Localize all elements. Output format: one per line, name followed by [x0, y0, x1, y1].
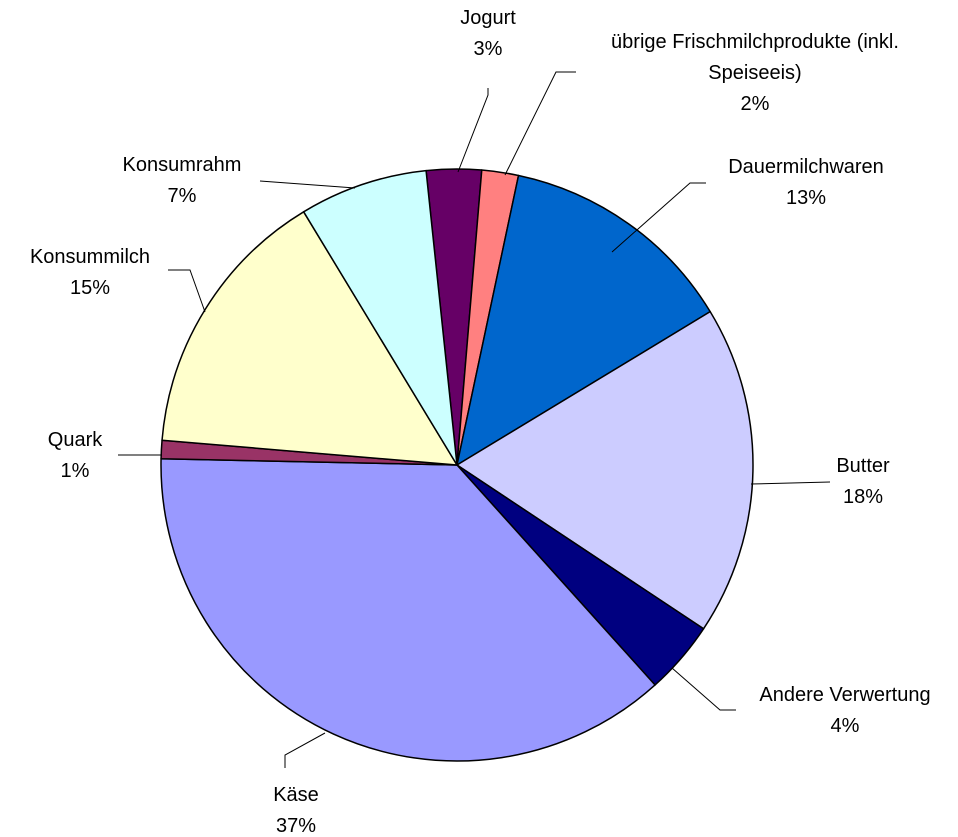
slice-percent: 15% [69, 277, 111, 299]
pie-slice [161, 211, 458, 466]
slice-name: Dauermilchwaren [728, 156, 884, 178]
slice-percent: 18% [842, 486, 884, 508]
leader-line [671, 667, 736, 711]
slice-name: übrige Frischmilchprodukte (inkl. Speise… [611, 31, 899, 84]
slice-label: Käse 37% [236, 780, 356, 837]
slice-percent: 1% [60, 460, 90, 482]
slice-name: Käse [273, 784, 319, 806]
slice-percent: 37% [275, 815, 317, 837]
pie-slice [160, 458, 656, 762]
leader-line [504, 71, 576, 176]
leader-line [750, 481, 831, 485]
pie-slice [302, 169, 458, 466]
slice-percent: 2% [740, 93, 770, 115]
slice-percent: 4% [830, 715, 860, 737]
slice-name: Butter [836, 455, 890, 477]
slice-name: Konsumrahm [122, 154, 242, 176]
pie-slice [456, 174, 711, 466]
slice-percent: 7% [167, 185, 197, 207]
leader-line [611, 182, 706, 253]
slice-name: Andere Verwertung [759, 684, 931, 706]
leader-line [168, 269, 206, 313]
slice-label: Quark 1% [15, 425, 135, 487]
slice-name: Konsummilch [29, 246, 151, 268]
slice-label: Konsummilch 15% [0, 242, 180, 304]
leader-line [284, 732, 326, 768]
slice-name: Jogurt [460, 7, 516, 29]
pie-slice [456, 310, 754, 630]
slice-label: Butter 18% [803, 451, 923, 513]
slice-label: Konsumrahm 7% [92, 150, 272, 212]
leader-line [259, 180, 356, 189]
slice-label: Dauermilchwaren 13% [696, 152, 916, 214]
slice-percent: 3% [473, 38, 503, 60]
slice-label: Jogurt 3% [428, 3, 548, 65]
leader-line [457, 88, 489, 173]
slice-label: Andere Verwertung 4% [725, 680, 958, 742]
slice-label: übrige Frischmilchprodukte (inkl. Speise… [580, 27, 930, 120]
slice-percent: 13% [785, 187, 827, 209]
slice-name: Quark [47, 429, 103, 451]
